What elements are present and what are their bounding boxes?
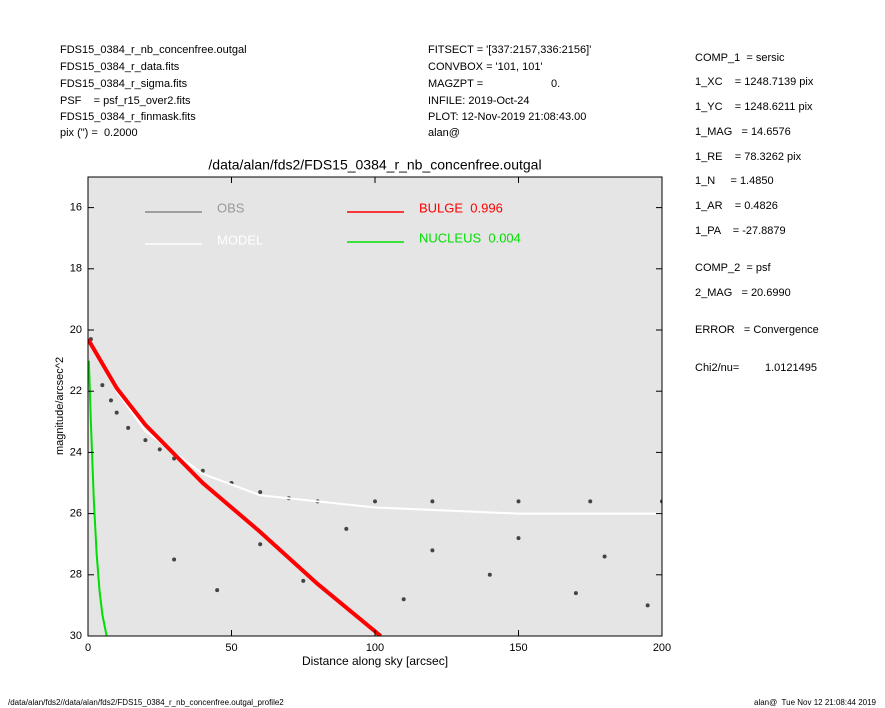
obs-point [344,526,349,531]
chart-title: /data/alan/fds2/FDS15_0384_r_nb_concenfr… [208,157,541,173]
obs-point [516,499,521,504]
fit-parameter: COMP_1 = sersic [695,52,785,64]
header-line: FDS15_0384_r_sigma.fits [60,78,188,90]
obs-point [373,499,377,504]
profile-line [88,360,108,636]
fit-parameter: 1_MAG = 14.6576 [695,126,791,138]
fit-parameter: 1_XC = 1248.7139 pix [695,76,814,88]
y-axis-label: magnitude/arcsec^2 [54,357,66,455]
header-line: MAGZPT = [428,78,483,90]
obs-point [172,557,177,562]
header-line: FDS15_0384_r_finmask.fits [60,111,196,123]
obs-point [301,578,306,583]
obs-point [573,591,578,596]
fit-parameter: 1_YC = 1248.6211 pix [695,101,813,113]
obs-point [430,548,435,553]
header-line: CONVBOX = '101, 101' [428,61,543,73]
plot-marks [88,337,662,636]
chi-label: Chi2/nu= [695,362,739,374]
legend-label: NUCLEUS 0.004 [419,230,521,245]
plot-frame [87,176,663,637]
fit-parameter: 1_N = 1.4850 [695,175,774,187]
obs-point [108,398,113,403]
fit-parameter: ERROR = Convergence [695,324,819,336]
obs-point [200,468,205,473]
y-tick-label: 18 [70,263,82,275]
x-tick-label: 150 [509,642,527,654]
x-tick-label: 50 [225,642,237,654]
legend-label: BULGE 0.996 [419,200,503,215]
obs-point [258,490,263,495]
obs-point [126,425,131,430]
x-tick-label: 200 [653,642,671,654]
header-line: pix (") = 0.2000 [60,127,138,139]
fit-parameter: COMP_2 = psf [695,262,771,274]
profile-line [88,338,662,515]
x-tick-label: 0 [85,642,91,654]
obs-point [602,554,607,559]
chi-value: 1.0121495 [765,362,817,374]
header-line: PSF = psf_r15_over2.fits [60,95,191,107]
obs-point [645,603,650,608]
obs-point [516,536,521,541]
magzpt-value: 0. [551,78,560,90]
y-tick-label: 16 [70,202,82,214]
header-line: PLOT: 12-Nov-2019 21:08:43.00 [428,111,586,123]
header-line: FDS15_0384_r_nb_concenfree.outgal [60,44,247,56]
x-axis-label: Distance along sky [arcsec] [302,654,448,668]
fit-parameter: 2_MAG = 20.6990 [695,287,791,299]
obs-point [215,588,220,593]
obs-point [430,499,435,504]
header-line: INFILE: 2019-Oct-24 [428,95,530,107]
fit-parameter: 1_PA = -27.8879 [695,225,786,237]
y-tick-label: 30 [70,630,82,642]
y-tick-label: 22 [70,385,82,397]
header-line: FITSECT = '[337:2157,336:2156]' [428,44,591,56]
plot-background [88,177,662,636]
y-tick-label: 28 [70,569,82,581]
obs-point [143,438,148,443]
footer-right: alan@ Tue Nov 12 21:08:44 2019 [754,698,877,707]
x-tick-label: 100 [366,642,384,654]
y-tick-label: 24 [70,446,82,458]
header-line: FDS15_0384_r_data.fits [60,61,180,73]
obs-point [401,597,406,602]
y-tick-label: 20 [70,324,82,336]
fit-parameter: 1_RE = 78.3262 pix [695,151,802,163]
legend-label: OBS [217,200,245,215]
obs-point [588,499,593,504]
y-tick-label: 26 [70,508,82,520]
fit-parameter: 1_AR = 0.4826 [695,200,778,212]
legend-label: MODEL [217,232,263,247]
obs-point [487,572,492,577]
obs-point [114,410,119,415]
obs-point [100,383,105,388]
profile-line [88,338,383,636]
footer-left: /data/alan/fds2//data/alan/fds2/FDS15_03… [8,698,284,707]
obs-point [258,542,263,547]
obs-point [157,447,162,452]
header-line: alan@ [428,127,460,139]
